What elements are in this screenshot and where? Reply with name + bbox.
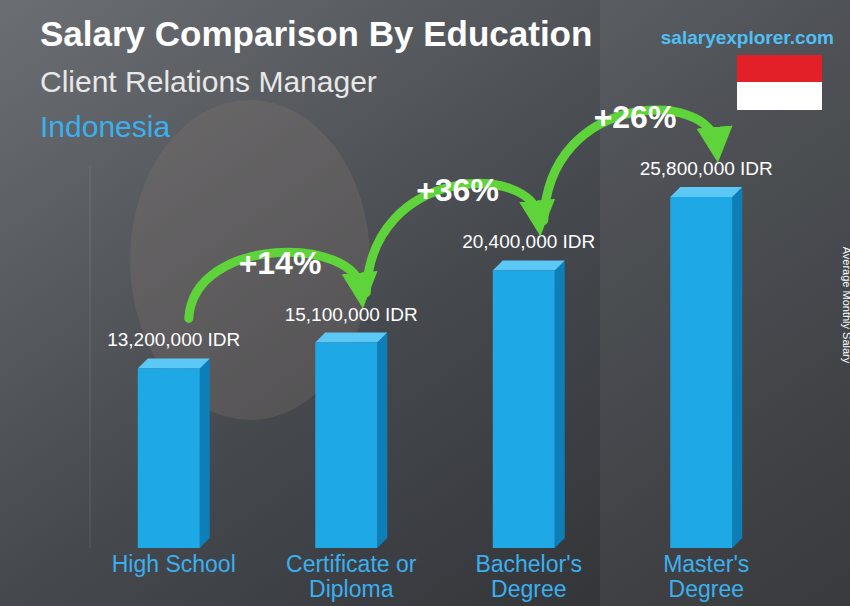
increase-label: +14% — [239, 245, 322, 281]
bar-top — [493, 260, 565, 270]
bar-side — [732, 187, 742, 548]
bar — [670, 197, 732, 548]
bar-top — [315, 333, 387, 343]
subtitle: Client Relations Manager — [40, 65, 377, 98]
category-label: High School — [112, 551, 236, 577]
data-label: 25,800,000 IDR — [640, 158, 773, 179]
y-axis-label: Average Monthly Salary — [841, 247, 850, 364]
background-light — [600, 0, 850, 606]
bar — [493, 270, 555, 548]
subtitle: Indonesia — [40, 110, 170, 143]
title: Salary Comparison By Education — [40, 14, 592, 53]
data-label: 15,100,000 IDR — [285, 304, 418, 325]
increase-label: +26% — [594, 99, 677, 135]
increase-label: +36% — [416, 172, 499, 208]
background — [0, 0, 850, 606]
data-label: 20,400,000 IDR — [462, 231, 595, 252]
category-line: Bachelor's — [475, 551, 582, 577]
category-label: Certificate orDiploma — [286, 551, 417, 602]
category-line: High School — [112, 551, 236, 577]
y-axis-line — [90, 167, 91, 548]
flag-red — [737, 55, 822, 82]
bars — [138, 187, 743, 548]
source: salaryexplorer.com — [661, 27, 834, 48]
bar — [138, 368, 200, 548]
bar-top — [138, 358, 210, 368]
category-line: Master's — [663, 551, 749, 577]
flag-white — [737, 82, 822, 110]
bar — [315, 343, 377, 548]
category-line: Degree — [669, 576, 744, 602]
chart: 13,200,000 IDR 15,100,000 IDR 20,400,000 I… — [0, 0, 850, 606]
data-label: 13,200,000 IDR — [107, 329, 240, 350]
bar-top — [670, 187, 742, 197]
category-line: Certificate or — [286, 551, 417, 577]
category-line: Diploma — [309, 576, 394, 602]
bar-side — [200, 358, 210, 548]
bar-side — [555, 260, 565, 548]
category-label: Bachelor'sDegree — [475, 551, 582, 602]
bar-side — [377, 333, 387, 548]
category-label: Master'sDegree — [663, 551, 749, 602]
category-line: Degree — [491, 576, 566, 602]
